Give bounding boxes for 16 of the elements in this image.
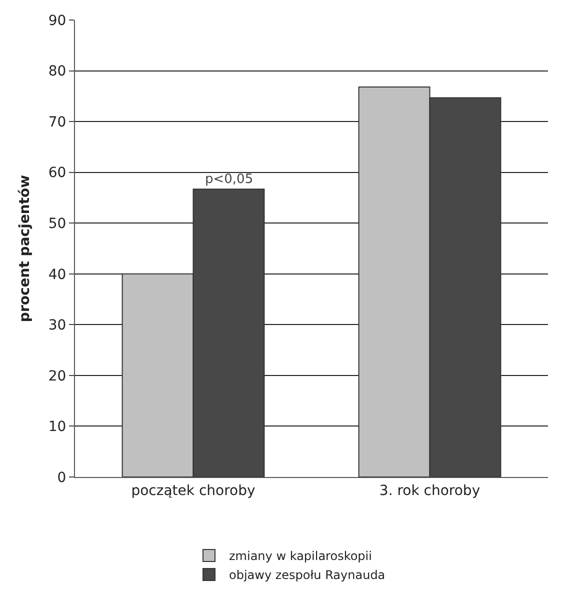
y-tick-label: 40: [48, 266, 66, 283]
y-tick-label: 80: [48, 64, 66, 80]
y-tick-label: 0: [57, 470, 66, 486]
y-tick-label: 70: [48, 114, 66, 130]
y-tick-label: 30: [48, 318, 66, 334]
y-axis-title: procent pacjentów: [16, 174, 33, 322]
y-tick-label: 50: [48, 216, 66, 232]
y-tick-label: 60: [48, 165, 66, 182]
x-tick-label: 3. rok choroby: [379, 482, 480, 499]
legend-label: zmiany w kapilaroskopii: [229, 549, 372, 564]
y-tick-label: 90: [48, 12, 66, 29]
x-tick-label: początek choroby: [131, 482, 256, 499]
y-tick-label: 10: [48, 419, 66, 436]
annotation: p<0,05: [205, 172, 254, 187]
y-tick-label: 20: [48, 368, 66, 384]
legend-label: objawy zespołu Raynauda: [229, 568, 386, 582]
